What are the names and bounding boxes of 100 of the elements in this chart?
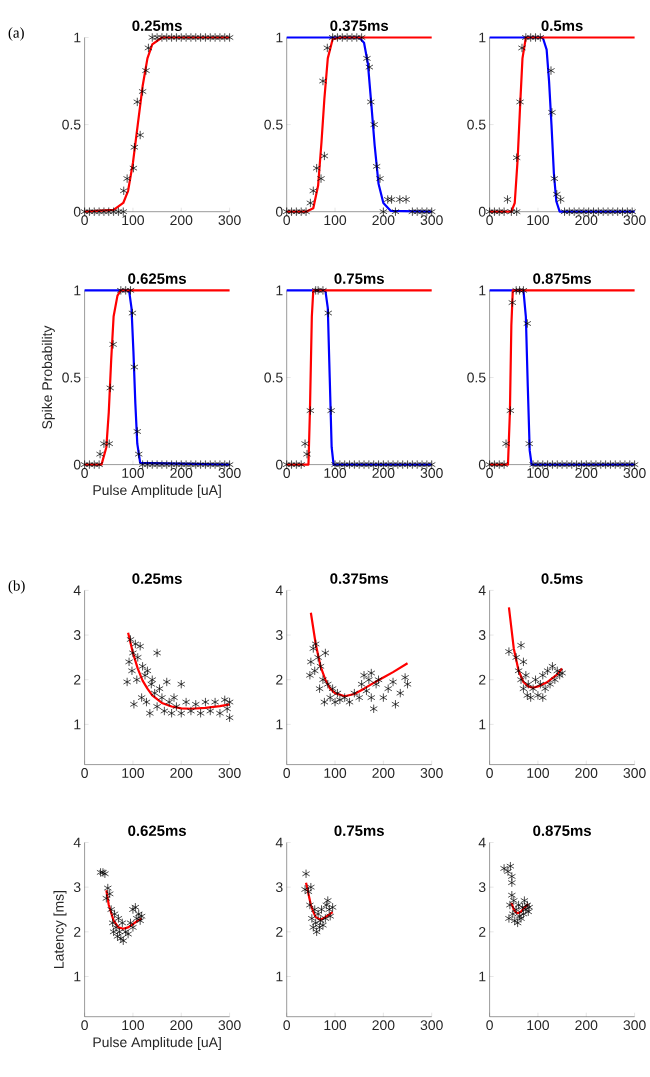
- x-tick-label: 300: [218, 1020, 241, 1031]
- x-tick-label: 0: [81, 1020, 89, 1031]
- point: [211, 697, 220, 707]
- point: [398, 460, 407, 470]
- x-tick-label: 0: [283, 468, 291, 478]
- point: [616, 460, 625, 470]
- point: [167, 32, 176, 43]
- point: [317, 174, 326, 184]
- point: [314, 285, 323, 295]
- y-tick-label: 3: [479, 882, 486, 893]
- chart-title: 0.5ms: [541, 20, 583, 31]
- point: [570, 207, 579, 217]
- x-axis-title: Pulse Amplitude [uA]: [93, 484, 222, 498]
- point: [548, 460, 557, 470]
- point: [148, 675, 157, 685]
- point: [319, 76, 328, 86]
- chart-title: 0.625ms: [128, 825, 187, 836]
- point: [225, 697, 234, 707]
- point: [500, 863, 509, 873]
- point: [312, 163, 321, 173]
- point: [376, 174, 385, 184]
- point: [348, 32, 357, 43]
- point: [543, 666, 552, 676]
- point: [144, 43, 153, 53]
- y-tick-label: 2: [479, 926, 486, 937]
- point: [517, 675, 526, 685]
- point: [96, 449, 105, 459]
- x-tick-label: 300: [218, 468, 241, 478]
- point: [177, 32, 186, 43]
- y-tick-label: 4: [73, 585, 81, 596]
- point: [106, 383, 115, 393]
- y-axis-title: Spike Probability: [42, 325, 56, 429]
- point: [396, 688, 405, 698]
- y-tick-label: 1: [276, 971, 283, 982]
- point: [508, 298, 517, 308]
- x-tick-label: 200: [372, 1020, 395, 1031]
- point: [153, 460, 162, 470]
- point: [311, 639, 320, 649]
- point: [153, 701, 162, 712]
- x-tick-label: 200: [170, 215, 193, 226]
- point: [508, 878, 517, 888]
- point: [500, 207, 509, 217]
- x-tick-label: 300: [623, 1020, 646, 1031]
- point: [568, 460, 576, 470]
- y-tick-label: 0.5: [264, 372, 283, 383]
- point: [126, 918, 135, 928]
- point: [319, 920, 328, 930]
- point: [310, 904, 319, 915]
- point: [141, 670, 150, 680]
- point: [306, 670, 315, 680]
- point: [506, 406, 515, 416]
- point: [216, 32, 225, 43]
- point: [512, 285, 521, 295]
- x-tick-label: 100: [527, 768, 550, 778]
- point: [512, 652, 521, 662]
- point: [343, 32, 352, 43]
- point: [297, 207, 306, 217]
- y-tick-label: 0.5: [467, 119, 486, 130]
- point: [402, 194, 411, 205]
- point: [506, 861, 515, 871]
- chart-title: 0.375ms: [330, 20, 389, 31]
- point: [158, 460, 167, 470]
- x-tick-label: 0: [486, 768, 494, 778]
- point: [119, 186, 128, 196]
- point: [163, 32, 171, 43]
- point: [121, 285, 130, 295]
- point: [130, 142, 139, 152]
- y-tick-label: 0.5: [264, 119, 283, 130]
- x-tick-label: 200: [575, 215, 598, 226]
- point: [515, 285, 524, 295]
- point: [522, 670, 531, 680]
- y-tick-label: 0: [74, 206, 81, 217]
- point: [221, 695, 229, 705]
- point: [327, 406, 336, 416]
- x-tick-label: 100: [324, 768, 347, 778]
- point: [221, 32, 229, 43]
- point: [216, 708, 225, 718]
- point: [100, 207, 109, 217]
- y-tick-label: 1: [74, 719, 81, 730]
- point: [609, 207, 618, 217]
- point: [142, 66, 151, 76]
- point: [192, 460, 200, 470]
- line-series: [508, 606, 564, 689]
- point: [225, 32, 234, 43]
- point: [495, 460, 504, 470]
- line-series: [309, 611, 409, 698]
- point: [539, 693, 547, 703]
- point: [403, 460, 412, 470]
- point: [563, 460, 572, 470]
- point: [601, 460, 610, 470]
- x-tick-label: 100: [527, 1020, 550, 1031]
- x-tick-label: 200: [372, 768, 395, 778]
- x-tick-label: 0: [283, 215, 291, 226]
- x-tick-label: 200: [170, 468, 193, 478]
- line-series: [488, 36, 636, 213]
- x-tick-label: 0: [81, 768, 89, 778]
- line-series: [105, 889, 143, 930]
- point: [107, 904, 116, 915]
- y-tick-label: 4: [478, 585, 486, 596]
- point: [301, 439, 310, 449]
